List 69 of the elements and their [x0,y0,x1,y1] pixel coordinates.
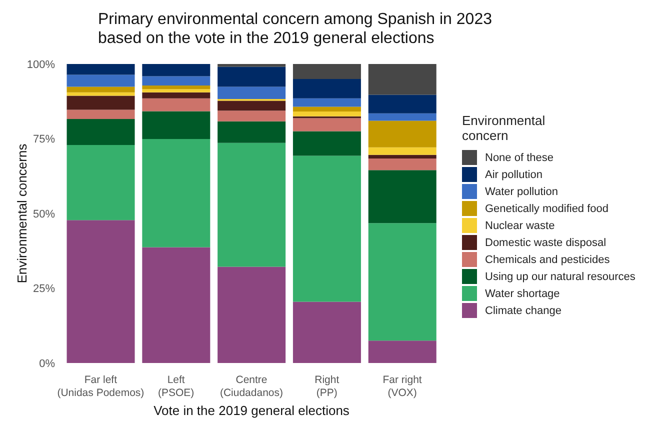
bar [218,86,286,99]
x-tick-label: Centre (Ciudadanos) [220,374,284,399]
bar [66,86,135,92]
legend-label: Genetically modified food [485,202,609,214]
bar [142,247,210,363]
bar [368,147,436,155]
bar [218,266,286,363]
legend-label: Water pollution [485,186,558,198]
y-tick-label: 100% [26,58,56,71]
y-tick-label: 0% [39,358,56,370]
bar [292,98,361,107]
legend-label: Chemicals and pesticides [485,254,610,266]
bar [368,170,436,224]
bar [368,94,436,114]
bar [218,64,286,67]
bar [368,223,436,341]
bar [142,98,210,112]
x-axis-title: Vote in the 2019 general elections [154,403,350,418]
bar [292,64,361,79]
bar [66,92,135,96]
y-tick-label: 25% [32,283,56,296]
bar [292,112,361,116]
bar [142,89,210,92]
bar [142,86,210,90]
bar [292,302,361,363]
bar [218,142,286,267]
legend-label: Nuclear waste [485,220,555,232]
bar [368,340,436,363]
bar [142,76,210,86]
bar [368,120,436,148]
bar [142,111,210,140]
bar [66,96,135,110]
bar [218,100,286,111]
bar [66,64,135,75]
bar [142,92,210,98]
bar [368,158,436,170]
bar [66,220,135,363]
y-axis-title: Environmental concerns [14,143,30,284]
legend-label: Climate change [485,304,562,316]
legend-label: Water shortage [485,288,560,300]
bar [368,154,436,158]
x-tick-label: Left (PSOE) [158,374,194,399]
chart-title: Primary environmental concern among Spanish in 2023 based on the vote in the 2019 general elections [98,10,492,48]
bar [292,118,361,132]
bar [368,64,436,95]
bar [66,110,135,120]
bar [218,66,286,87]
y-tick-label: 75% [32,134,56,146]
x-tick-label: Right (PP) [314,374,340,399]
legend-label: None of these [485,152,554,164]
bar [218,110,286,122]
y-tick-label: 50% [32,208,56,220]
x-tick-label: Far right (VOX) [382,374,422,399]
bar [292,131,361,156]
bar [292,106,361,112]
bar [66,145,135,220]
bar [368,113,436,121]
bar [66,74,135,87]
legend-label: Air pollution [485,168,542,180]
legend-label: Domestic waste disposal [485,236,606,248]
x-tick-label: Far left (Unidas Podemos) [57,374,144,399]
bar [66,119,135,146]
bar [142,64,210,76]
bar [292,78,361,98]
bar [218,121,286,143]
legend-label: Using up our natural resources [485,270,636,282]
legend-title: Environmental concern [462,113,546,143]
bar [142,139,210,248]
bar [292,156,361,302]
